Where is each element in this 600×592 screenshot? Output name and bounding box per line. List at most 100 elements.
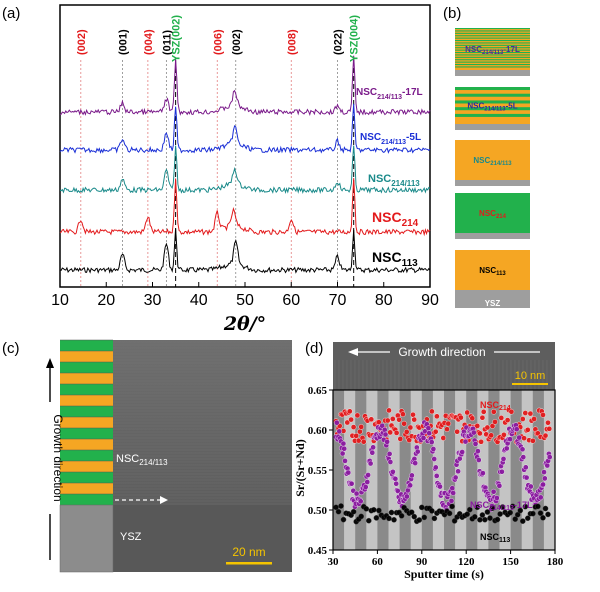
schematic-ysz-base bbox=[455, 296, 530, 308]
eels-data-point bbox=[430, 446, 437, 452]
schematic-layer bbox=[455, 40, 530, 42]
eels-data-point bbox=[523, 464, 529, 471]
eels-data-point bbox=[489, 423, 496, 429]
tem-stack-layer bbox=[60, 428, 113, 439]
eels-data-point bbox=[462, 438, 469, 445]
xrd-peak-label: (011) bbox=[161, 30, 173, 55]
eels-data-point bbox=[507, 509, 514, 516]
xrd-peak-label: (002) bbox=[231, 29, 243, 55]
eels-data-point bbox=[459, 449, 466, 455]
schematic-film bbox=[455, 140, 530, 180]
eels-data-point bbox=[545, 419, 551, 426]
xrd-x-tick-label: 80 bbox=[375, 292, 393, 309]
eels-data-point bbox=[400, 411, 406, 418]
eels-data-point bbox=[414, 448, 421, 455]
eels-data-point bbox=[395, 488, 401, 494]
eels-band bbox=[477, 390, 489, 550]
xrd-x-tick-label: 20 bbox=[97, 292, 115, 309]
stem-label-bg bbox=[390, 343, 494, 359]
eels-band bbox=[488, 390, 500, 550]
eels-data-point bbox=[455, 468, 461, 475]
eels-band bbox=[466, 390, 478, 550]
eels-data-point bbox=[344, 419, 351, 426]
schematic-label: NSC113 bbox=[479, 266, 506, 277]
eels-data-point bbox=[384, 438, 390, 445]
eels-data-point bbox=[499, 504, 506, 510]
tem-stack-layer bbox=[60, 483, 113, 494]
tem-layer-stack bbox=[60, 339, 113, 505]
eels-band bbox=[421, 390, 434, 550]
xrd-series-line bbox=[59, 145, 431, 195]
tem-stack-layer bbox=[60, 417, 113, 428]
eels-data-point bbox=[353, 432, 360, 439]
eels-data-point bbox=[354, 412, 361, 419]
eels-data-point bbox=[503, 445, 510, 452]
eels-data-point bbox=[345, 469, 352, 476]
schematic-label: NSC214/113-5L bbox=[467, 102, 517, 113]
eels-data-point bbox=[370, 506, 377, 513]
eels-x-tick-label: 150 bbox=[502, 556, 519, 568]
eels-data-point bbox=[466, 506, 473, 513]
eels-data-point bbox=[449, 485, 456, 492]
eels-x-axis-label: Sputter time (s) bbox=[404, 567, 484, 581]
schematic-layer bbox=[455, 32, 530, 34]
eels-data-point bbox=[440, 435, 447, 441]
tem-stack-layer bbox=[60, 406, 113, 417]
schematic-layer bbox=[455, 87, 530, 91]
eels-data-point bbox=[482, 516, 488, 523]
eels-data-point bbox=[479, 414, 486, 421]
eels-data-point bbox=[338, 503, 344, 509]
eels-data-point bbox=[425, 425, 432, 432]
eels-band bbox=[455, 390, 467, 550]
xrd-series-label: NSC113 bbox=[372, 249, 418, 269]
eels-data-point bbox=[407, 482, 414, 489]
eels-data-point bbox=[489, 505, 496, 512]
eels-data-point bbox=[541, 469, 547, 475]
eels-data-point bbox=[379, 422, 386, 429]
eels-data-point bbox=[494, 516, 501, 523]
eels-data-point bbox=[448, 497, 455, 504]
eels-data-point bbox=[364, 479, 371, 485]
eels-data-point bbox=[542, 432, 549, 439]
eels-data-point bbox=[389, 416, 396, 422]
eels-data-point bbox=[480, 408, 487, 415]
eels-data-point bbox=[450, 490, 457, 496]
eels-data-point bbox=[451, 518, 458, 524]
eels-band bbox=[444, 390, 456, 550]
xrd-x-axis-label: 2θ/° bbox=[223, 313, 266, 335]
schematic-layer bbox=[455, 37, 530, 39]
schematic-layer bbox=[455, 30, 530, 32]
eels-data-point bbox=[358, 513, 365, 520]
eels-data-point bbox=[411, 513, 418, 520]
eels-data-point bbox=[335, 508, 342, 515]
eels-data-point bbox=[535, 503, 541, 510]
eels-data-point bbox=[537, 494, 544, 501]
schematic-layer bbox=[455, 44, 530, 46]
schematic-layer bbox=[455, 93, 530, 97]
schematic-layer bbox=[455, 35, 530, 37]
eels-data-point bbox=[464, 409, 471, 416]
tem-stack-layer bbox=[60, 362, 113, 373]
eels-series-label: NSC113 bbox=[480, 532, 510, 544]
eels-y-tick-label: 0.45 bbox=[308, 545, 328, 557]
eels-data-point bbox=[350, 508, 357, 515]
schematic-film bbox=[455, 193, 530, 233]
eels-data-point bbox=[477, 430, 483, 437]
eels-data-point bbox=[388, 509, 395, 516]
eels-data-point bbox=[546, 425, 553, 432]
eels-band bbox=[410, 390, 423, 550]
eels-data-point bbox=[525, 515, 531, 522]
eels-data-point bbox=[472, 441, 479, 447]
eels-data-point bbox=[475, 457, 482, 463]
stem-scale-label: 10 nm bbox=[515, 370, 546, 382]
eels-x-tick-label: 120 bbox=[458, 556, 475, 568]
eels-data-point bbox=[365, 517, 372, 524]
eels-data-point bbox=[391, 517, 397, 523]
eels-data-point bbox=[373, 515, 380, 521]
eels-data-point bbox=[444, 426, 450, 433]
eels-data-point bbox=[411, 416, 418, 423]
panel-label-b: (b) bbox=[443, 5, 461, 22]
eels-x-tick-label: 60 bbox=[372, 556, 384, 568]
eels-data-point bbox=[471, 514, 478, 520]
